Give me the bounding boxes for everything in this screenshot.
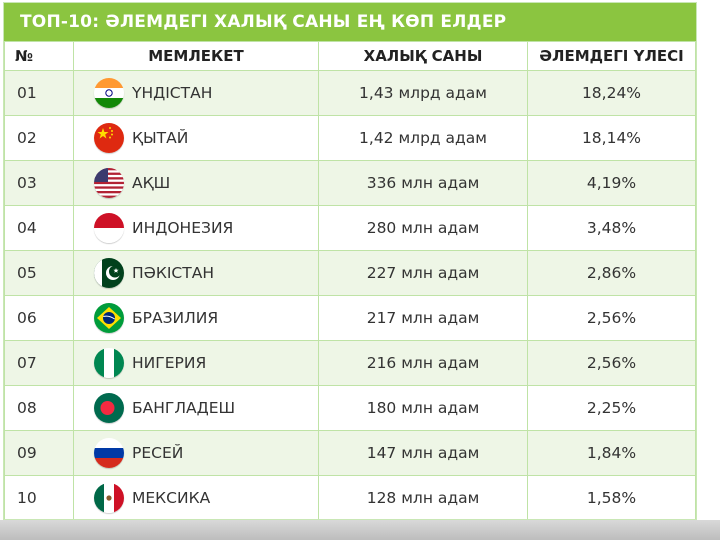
country-cell: ПӘКІСТАН: [73, 250, 319, 296]
country-cell: ИНДОНЕЗИЯ: [73, 205, 319, 251]
world-share-cell: 3,48%: [527, 205, 696, 251]
country-name: ИНДОНЕЗИЯ: [132, 219, 234, 237]
china-flag-icon: [94, 123, 124, 153]
row-number: 08: [4, 385, 74, 431]
population-cell: 1,43 млрд адам: [318, 70, 528, 116]
country-cell: АҚШ: [73, 160, 319, 206]
country-name: ПӘКІСТАН: [132, 264, 214, 282]
country-name: ҮНДІСТАН: [132, 84, 213, 102]
table-row: 08 БАНГЛАДЕШ 180 млн адам 2,25%: [4, 385, 696, 431]
country-name: БРАЗИЛИЯ: [132, 309, 219, 327]
world-share-cell: 18,14%: [527, 115, 696, 161]
country-cell: РЕСЕЙ: [73, 430, 319, 476]
world-share-cell: 2,86%: [527, 250, 696, 296]
country-cell: ҚЫТАЙ: [73, 115, 319, 161]
table-row: 03 АҚШ 336 млн адам 4,19%: [4, 160, 696, 206]
country-name: РЕСЕЙ: [132, 444, 184, 462]
country-name: АҚШ: [132, 174, 171, 192]
row-number: 03: [4, 160, 74, 206]
column-header-population: ХАЛЫҚ САНЫ: [318, 41, 528, 71]
column-header-share: ӘЛЕМДЕГІ ҮЛЕСІ: [527, 41, 696, 71]
population-cell: 227 млн адам: [318, 250, 528, 296]
population-table-card: ТОП-10: ӘЛЕМДЕГІ ХАЛЫҚ САНЫ ЕҢ КӨП ЕЛДЕР…: [3, 2, 697, 520]
population-table: № МЕМЛЕКЕТ ХАЛЫҚ САНЫ ӘЛЕМДЕГІ ҮЛЕСІ 01 Ү…: [4, 41, 696, 519]
column-header-country: МЕМЛЕКЕТ: [73, 41, 319, 71]
row-number: 04: [4, 205, 74, 251]
world-share-cell: 2,56%: [527, 295, 696, 341]
world-share-cell: 1,84%: [527, 430, 696, 476]
column-header-number: №: [4, 41, 74, 71]
table-row: 07 НИГЕРИЯ 216 млн адам 2,56%: [4, 340, 696, 386]
population-cell: 280 млн адам: [318, 205, 528, 251]
country-name: БАНГЛАДЕШ: [132, 399, 236, 417]
russia-flag-icon: [94, 438, 124, 468]
table-row: 06 БРАЗИЛИЯ 217 млн адам 2,56%: [4, 295, 696, 341]
mexico-flag-icon: [94, 483, 124, 513]
country-name: НИГЕРИЯ: [132, 354, 207, 372]
population-cell: 217 млн адам: [318, 295, 528, 341]
pakistan-flag-icon: [94, 258, 124, 288]
row-number: 05: [4, 250, 74, 296]
population-cell: 1,42 млрд адам: [318, 115, 528, 161]
row-number: 02: [4, 115, 74, 161]
world-share-cell: 2,56%: [527, 340, 696, 386]
table-row: 05 ПӘКІСТАН 227 млн адам 2,86%: [4, 250, 696, 296]
world-share-cell: 18,24%: [527, 70, 696, 116]
world-share-cell: 1,58%: [527, 475, 696, 519]
table-title: ТОП-10: ӘЛЕМДЕГІ ХАЛЫҚ САНЫ ЕҢ КӨП ЕЛДЕР: [4, 3, 696, 41]
usa-flag-icon: [94, 168, 124, 198]
country-cell: МЕКСИКА: [73, 475, 319, 519]
country-name: МЕКСИКА: [132, 489, 211, 507]
india-flag-icon: [94, 78, 124, 108]
country-cell: НИГЕРИЯ: [73, 340, 319, 386]
table-row: 01 ҮНДІСТАН 1,43 млрд адам 18,24%: [4, 70, 696, 116]
population-cell: 147 млн адам: [318, 430, 528, 476]
brazil-flag-icon: [94, 303, 124, 333]
table-row: 02 ҚЫТАЙ 1,42 млрд адам 18,14%: [4, 115, 696, 161]
population-cell: 336 млн адам: [318, 160, 528, 206]
indonesia-flag-icon: [94, 213, 124, 243]
world-share-cell: 4,19%: [527, 160, 696, 206]
population-cell: 128 млн адам: [318, 475, 528, 519]
table-row: 09 РЕСЕЙ 147 млн адам 1,84%: [4, 430, 696, 476]
row-number: 07: [4, 340, 74, 386]
slide-bottom-shadow: [0, 520, 720, 540]
table-header-row: № МЕМЛЕКЕТ ХАЛЫҚ САНЫ ӘЛЕМДЕГІ ҮЛЕСІ: [4, 41, 696, 71]
bangladesh-flag-icon: [94, 393, 124, 423]
nigeria-flag-icon: [94, 348, 124, 378]
country-name: ҚЫТАЙ: [132, 129, 189, 147]
row-number: 10: [4, 475, 74, 519]
country-cell: БАНГЛАДЕШ: [73, 385, 319, 431]
country-cell: ҮНДІСТАН: [73, 70, 319, 116]
population-cell: 180 млн адам: [318, 385, 528, 431]
row-number: 01: [4, 70, 74, 116]
table-row: 04 ИНДОНЕЗИЯ 280 млн адам 3,48%: [4, 205, 696, 251]
row-number: 06: [4, 295, 74, 341]
table-row: 10 МЕКСИКА 128 млн адам 1,58%: [4, 475, 696, 519]
population-cell: 216 млн адам: [318, 340, 528, 386]
row-number: 09: [4, 430, 74, 476]
world-share-cell: 2,25%: [527, 385, 696, 431]
country-cell: БРАЗИЛИЯ: [73, 295, 319, 341]
